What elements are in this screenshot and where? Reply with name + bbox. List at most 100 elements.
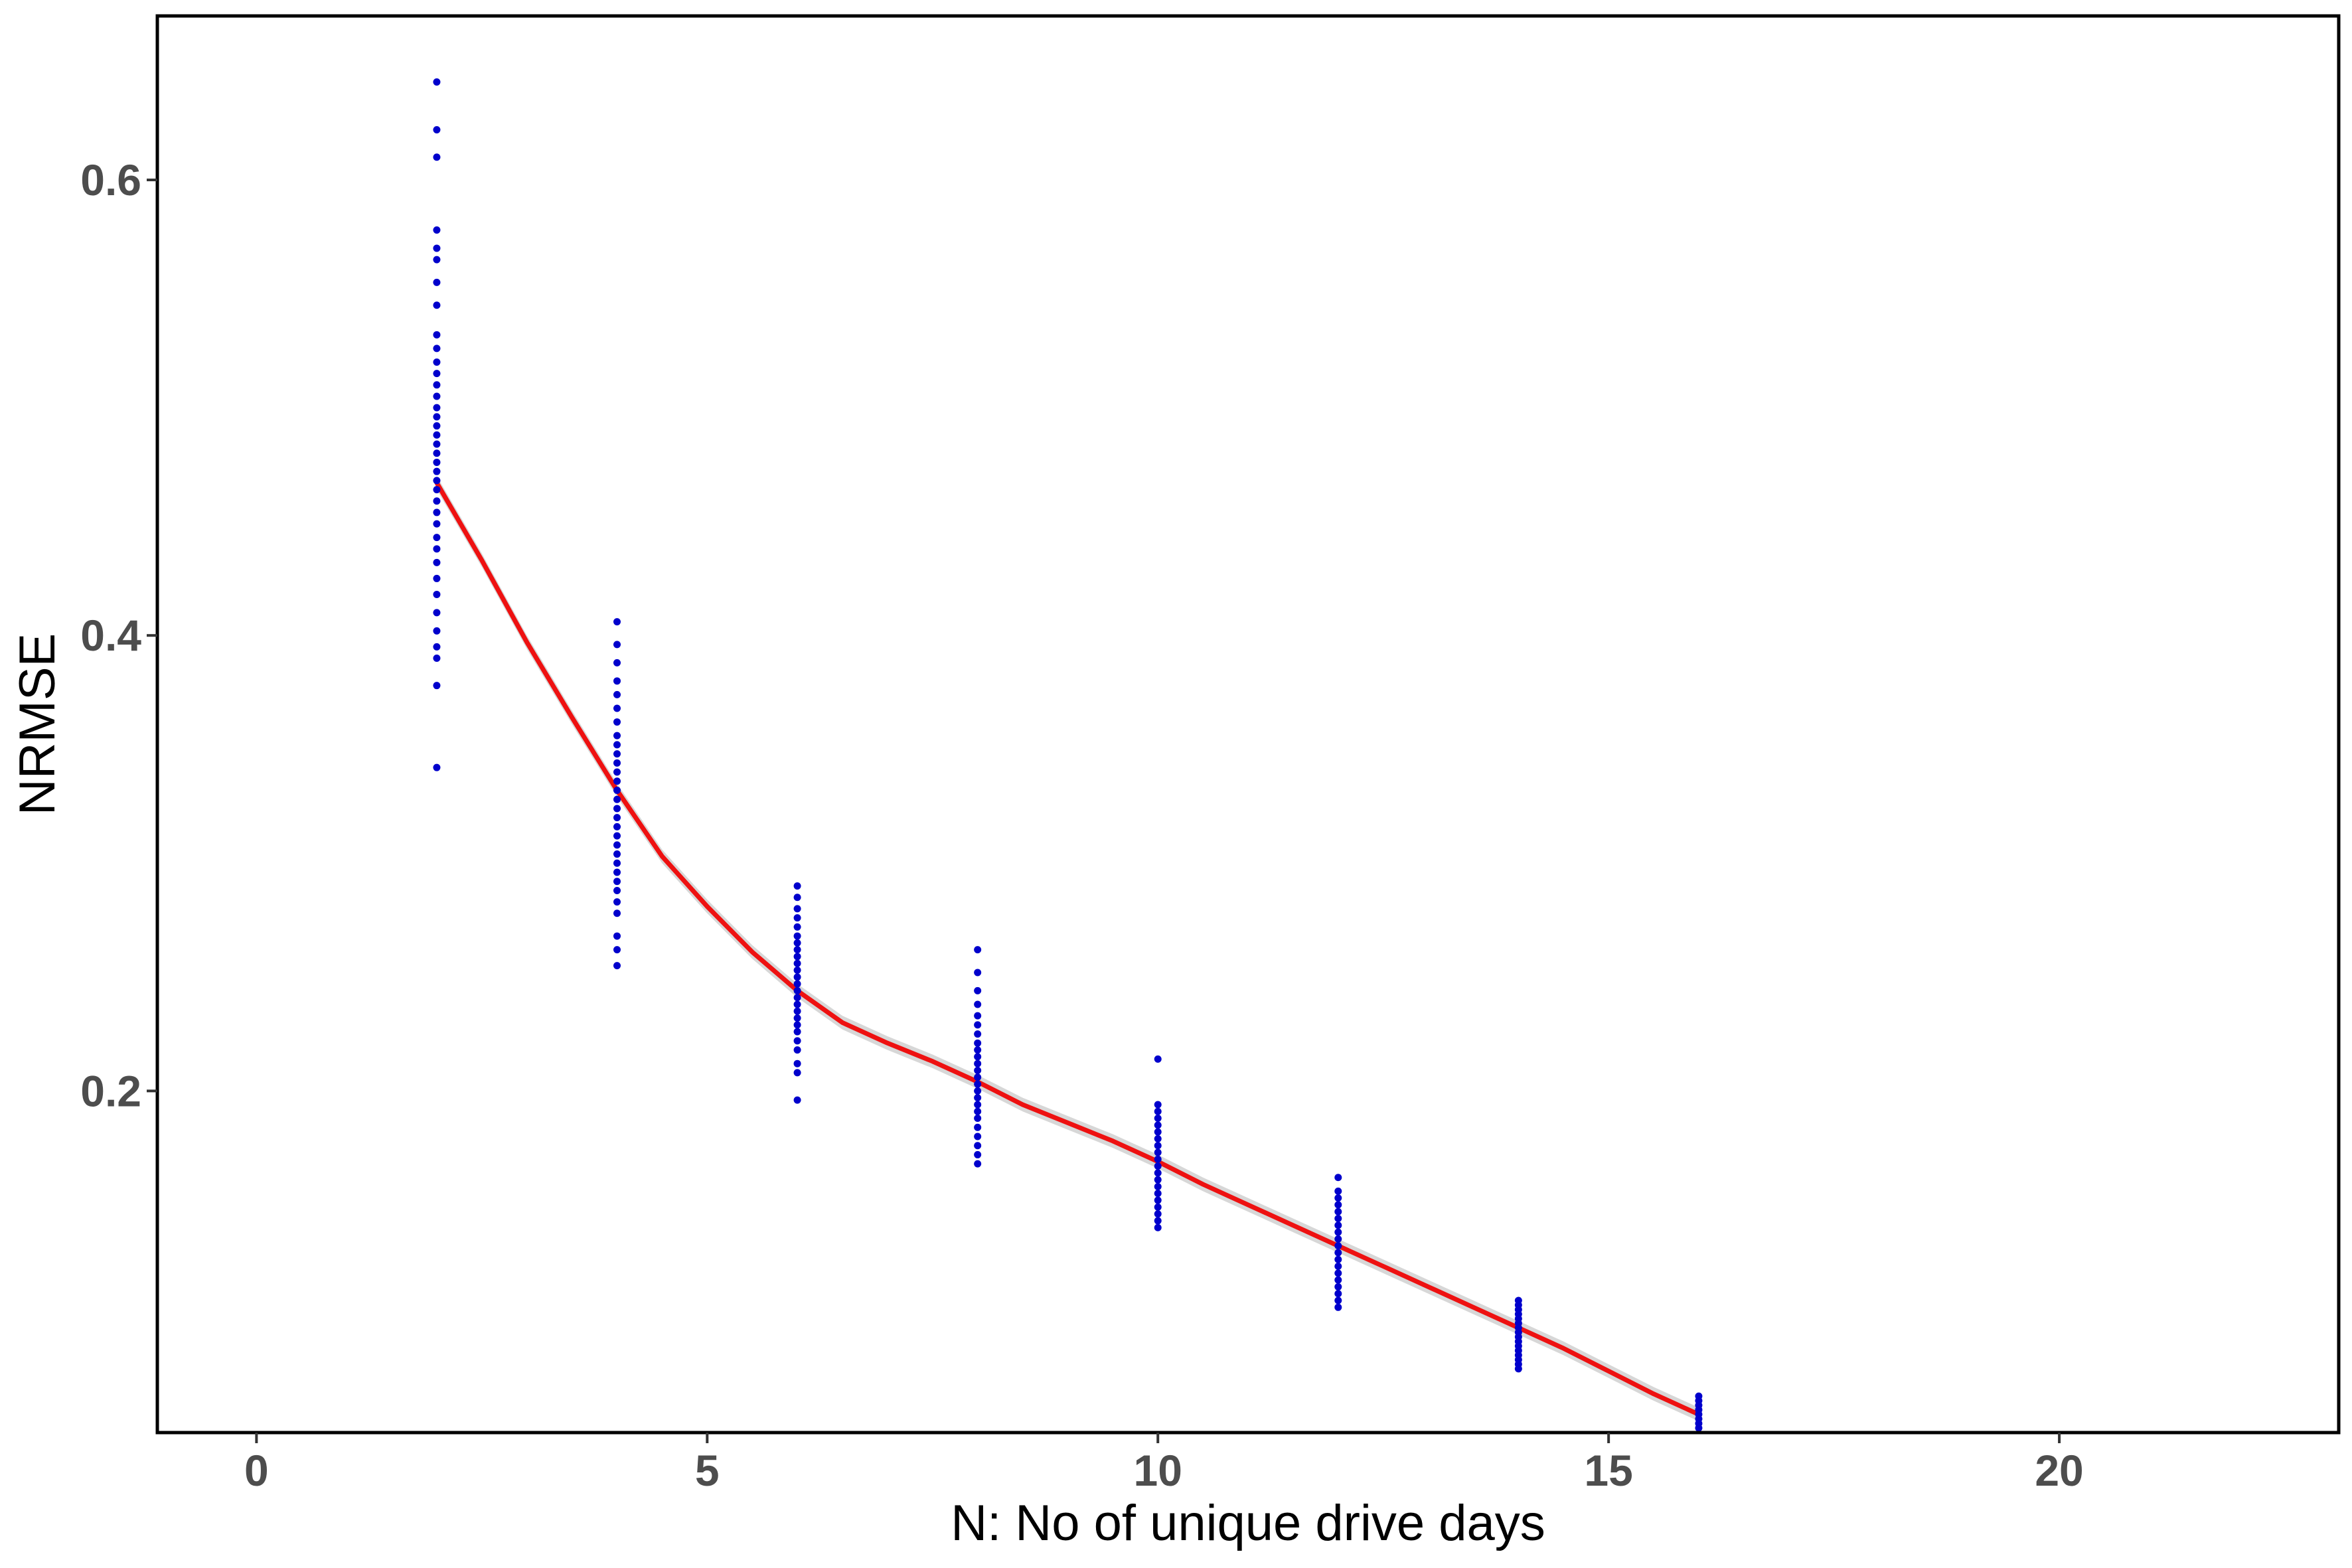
data-point [613,814,621,822]
data-point [974,1000,982,1008]
data-point [793,1037,801,1045]
smooth-line-layer [434,480,1701,1417]
x-axis: 0 5 10 15 20 [244,1433,2084,1495]
data-point [1334,1263,1342,1271]
data-point [793,1046,801,1054]
data-point [433,763,441,771]
data-point [433,440,441,448]
data-point [1334,1221,1342,1229]
data-point [433,244,441,252]
data-point [974,1142,982,1150]
data-point [433,486,441,494]
data-point [613,909,621,917]
data-point [613,886,621,894]
data-point [1154,1142,1162,1150]
data-point [1154,1107,1162,1115]
data-point [793,923,801,931]
data-point [1334,1290,1342,1298]
data-point [974,1059,982,1067]
data-point [433,126,441,134]
data-point [1154,1203,1162,1211]
data-point [1154,1169,1162,1177]
data-point [1334,1255,1342,1263]
data-point [433,477,441,485]
data-point [1334,1296,1342,1304]
data-point [433,682,441,690]
data-point [974,1087,982,1095]
data-point [433,467,441,475]
data-point [613,832,621,840]
data-point [433,358,441,366]
data-point [1334,1228,1342,1236]
data-point [793,882,801,890]
data-point [793,932,801,940]
data-point [613,786,621,794]
data-point [1154,1217,1162,1225]
data-point [1154,1223,1162,1231]
data-point [793,1021,801,1029]
data-point [793,1096,801,1104]
data-point [974,986,982,994]
data-point [974,1053,982,1061]
data-point [793,1059,801,1067]
data-point [974,1133,982,1140]
data-point [974,946,982,954]
data-point [974,1021,982,1029]
data-point [613,850,621,858]
data-point [1154,1155,1162,1163]
data-point [613,823,621,830]
data-point [974,1073,982,1081]
data-point [1334,1174,1342,1182]
data-point [974,1123,982,1131]
data-point [613,641,621,649]
y-tick-label: 0.2 [80,1066,141,1115]
data-point [1154,1196,1162,1204]
data-point [433,331,441,339]
data-point [1334,1208,1342,1215]
y-axis: 0.2 0.4 0.6 [80,155,157,1115]
data-point [433,226,441,234]
data-point [793,994,801,1002]
x-tick-label: 15 [1584,1446,1632,1495]
data-point [613,946,621,954]
data-point [613,677,621,685]
data-point [1154,1190,1162,1198]
data-point [613,690,621,698]
data-point [433,520,441,528]
data-point [433,381,441,389]
plot-panel-border [155,14,2341,1435]
data-point [433,509,441,516]
data-point [613,704,621,712]
data-point [433,345,441,353]
data-point [974,1030,982,1038]
data-point [1334,1201,1342,1209]
data-point [1154,1055,1162,1063]
data-point [1334,1242,1342,1250]
data-point [433,278,441,286]
data-point [433,431,441,439]
data-point [433,574,441,582]
data-point [1334,1303,1342,1311]
data-point [613,841,621,849]
data-point [433,497,441,505]
data-point [433,558,441,566]
data-point [793,1007,801,1015]
data-point [1154,1162,1162,1170]
data-point [974,1160,982,1168]
data-point [1154,1182,1162,1190]
data-point [613,777,621,785]
data-point [1154,1101,1162,1109]
data-point [974,1150,982,1158]
data-point [433,392,441,400]
y-tick-label: 0.4 [80,611,141,660]
data-point [433,370,441,378]
x-tick-label: 0 [244,1446,269,1495]
data-point [974,1012,982,1020]
data-point [974,1080,982,1088]
data-point [433,78,441,86]
data-point [433,655,441,663]
data-point [613,768,621,776]
x-tick-label: 20 [2035,1446,2083,1495]
